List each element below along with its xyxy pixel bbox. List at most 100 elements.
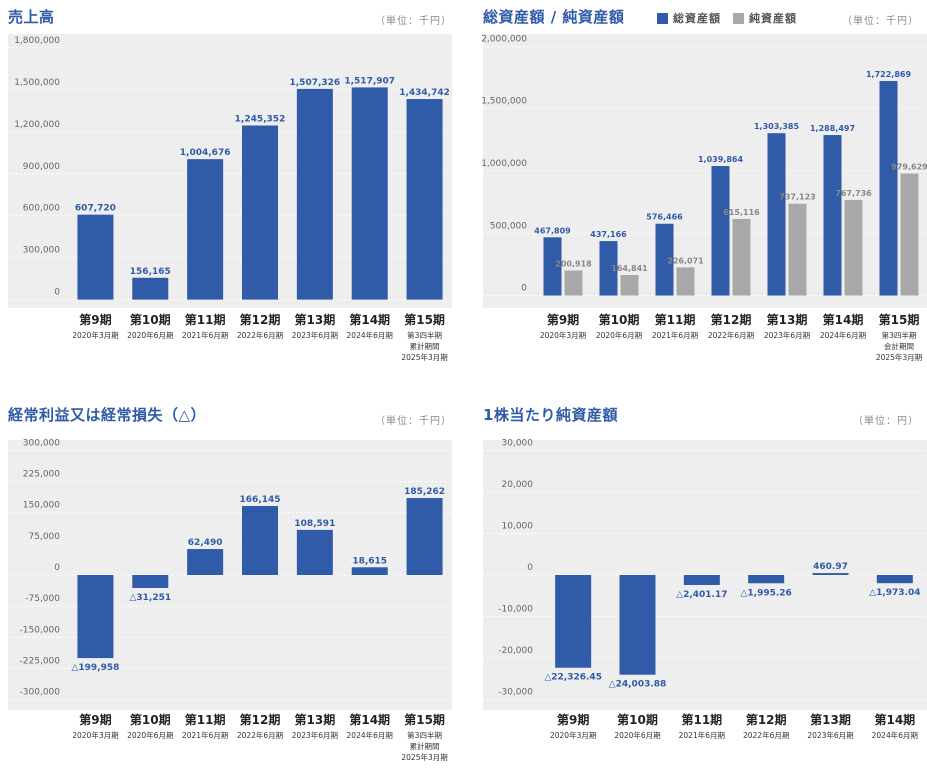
sales-category-label: 第10期 xyxy=(130,312,171,327)
assets-period-label: 2025年3月期 xyxy=(876,352,922,362)
sales-category-label: 第15期 xyxy=(404,312,445,327)
bps-unit-label: （単位：円） xyxy=(853,416,919,427)
ordinary-period-label: 第3四半期 xyxy=(407,730,442,740)
ordinary-period-label: 2024年6月期 xyxy=(347,730,393,740)
sales-y-tick-label: 900,000 xyxy=(23,162,60,172)
bps-bar xyxy=(683,575,720,585)
sales-period-label: 2025年3月期 xyxy=(401,352,447,362)
sales-period-label: 2022年6月期 xyxy=(237,330,283,340)
sales-bar-chart: 0 300,000 600,000 900,000 1,200,000 1,500,000… xyxy=(8,34,452,362)
bps-data-label: △22,326.45 xyxy=(544,673,602,683)
ordinary-y-tick-label: 0 xyxy=(54,563,60,573)
ordinary-period-label: 2021年6月期 xyxy=(182,730,228,740)
ordinary-y-tick-label: -300,000 xyxy=(20,688,61,698)
sales-category-label: 第11期 xyxy=(185,312,226,327)
assets-y-tick-label: 0 xyxy=(521,284,527,294)
ordinary-y-tick-label: 150,000 xyxy=(23,501,60,511)
ordinary-bar xyxy=(77,575,114,659)
assets-category-label: 第10期 xyxy=(599,312,640,327)
bps-y-tick-label: 30,000 xyxy=(502,438,534,448)
assets-bar xyxy=(844,199,863,296)
assets-y-tick-label: 1,500,000 xyxy=(481,97,527,107)
ordinary-period-label: 2025年3月期 xyxy=(401,752,447,762)
assets-bar xyxy=(564,270,583,296)
sales-y-tick-label: 300,000 xyxy=(23,246,60,256)
legend-label-total-assets: 総資産額 xyxy=(673,12,721,25)
sales-unit-label: （単位：千円） xyxy=(375,16,452,27)
sales-y-tick-label: 1,500,000 xyxy=(14,78,60,88)
bps-y-tick-label: -30,000 xyxy=(498,688,533,698)
sales-category-label: 第13期 xyxy=(295,312,336,327)
ordinary-bar xyxy=(187,549,224,575)
bps-data-label: △2,401.17 xyxy=(676,590,727,600)
sales-data-label: 1,245,352 xyxy=(235,115,286,125)
bps-data-label: △1,973.04 xyxy=(869,588,920,598)
sales-bar xyxy=(242,125,278,300)
bps-bar-chart: -30,000 -20,000 -10,000 0 10,000 20,000 30,000… xyxy=(483,438,927,740)
ordinary-y-tick-label: 225,000 xyxy=(23,470,60,480)
sales-data-label: 156,165 xyxy=(130,267,171,277)
sales-period-label: 累計期間 xyxy=(410,341,440,351)
ordinary-bar xyxy=(242,505,278,575)
ordinary-unit-label: （単位：千円） xyxy=(375,416,452,427)
ordinary-bar xyxy=(351,567,388,575)
sales-period-label: 2020年3月期 xyxy=(72,330,118,340)
assets-chart-title: 総資産額 / 純資産額 xyxy=(483,8,625,26)
assets-data-label: 200,918 xyxy=(555,260,592,269)
assets-legend: 総資産額 純資産額 xyxy=(657,10,809,26)
bps-bar xyxy=(555,575,592,668)
assets-period-label: 2020年6月期 xyxy=(596,330,642,340)
legend-swatch-net-assets xyxy=(733,12,744,24)
ordinary-category-label: 第15期 xyxy=(404,712,445,727)
ordinary-data-label: △199,958 xyxy=(71,663,119,673)
sales-bar xyxy=(296,88,333,300)
bps-category-label: 第10期 xyxy=(617,712,658,727)
bps-period-label: 2021年6月期 xyxy=(679,730,725,740)
ordinary-profit-bar-chart: -300,000 -225,000 -150,000 -75,000 0 75,000 15… xyxy=(8,438,452,762)
ordinary-period-label: 2020年6月期 xyxy=(127,730,173,740)
assets-category-label: 第14期 xyxy=(823,312,864,327)
ordinary-profit-panel: 経常利益又は経常損失（△） （単位：千円） -300,000 -225,000 -1… xyxy=(8,404,452,774)
sales-category-label: 第9期 xyxy=(79,312,111,327)
ordinary-category-label: 第14期 xyxy=(349,712,390,727)
assets-bar xyxy=(620,275,639,296)
bps-period-label: 2024年6月期 xyxy=(872,730,918,740)
bps-category-label: 第13期 xyxy=(810,712,851,727)
bps-data-label: 460.97 xyxy=(813,562,848,572)
assets-category-label: 第15期 xyxy=(879,312,920,327)
assets-data-label: 737,123 xyxy=(779,193,815,202)
assets-bar xyxy=(676,267,695,296)
bps-category-label: 第14期 xyxy=(874,712,915,727)
ordinary-bar xyxy=(132,575,169,588)
assets-data-label: 1,288,497 xyxy=(810,124,855,133)
ordinary-y-tick-label: -150,000 xyxy=(20,625,61,635)
assets-category-label: 第11期 xyxy=(655,312,696,327)
sales-category-label: 第12期 xyxy=(240,312,281,327)
ordinary-chart-title: 経常利益又は経常損失（△） xyxy=(8,406,207,424)
assets-data-label: 1,303,385 xyxy=(754,122,799,131)
sales-period-label: 2021年6月期 xyxy=(182,330,228,340)
bps-y-tick-label: 10,000 xyxy=(502,521,534,531)
assets-bar xyxy=(823,135,842,296)
assets-panel: 総資産額 / 純資産額 総資産額 純資産額 （単位：千円） 0 500,000 1,… xyxy=(481,6,927,376)
ordinary-data-label: 166,145 xyxy=(240,495,281,505)
assets-data-label: 467,809 xyxy=(534,226,571,235)
bps-category-label: 第9期 xyxy=(557,712,589,727)
ordinary-category-label: 第9期 xyxy=(79,712,111,727)
bps-category-label: 第11期 xyxy=(681,712,722,727)
ordinary-data-label: 108,591 xyxy=(294,519,335,529)
ordinary-y-tick-label: 75,000 xyxy=(29,532,61,542)
ordinary-bar xyxy=(406,498,443,575)
assets-bar xyxy=(543,237,562,296)
assets-period-label: 2022年6月期 xyxy=(708,330,754,340)
assets-y-tick-label: 2,000,000 xyxy=(481,34,527,44)
sales-bar xyxy=(406,99,443,300)
bps-bar xyxy=(876,575,913,584)
ordinary-period-label: 累計期間 xyxy=(410,741,440,751)
assets-y-tick-label: 500,000 xyxy=(490,221,527,231)
assets-data-label: 1,722,869 xyxy=(866,70,911,79)
sales-period-label: 2024年6月期 xyxy=(347,330,393,340)
sales-data-label: 1,004,676 xyxy=(180,148,231,158)
sales-period-label: 第3四半期 xyxy=(407,330,442,340)
sales-bar xyxy=(351,87,388,300)
